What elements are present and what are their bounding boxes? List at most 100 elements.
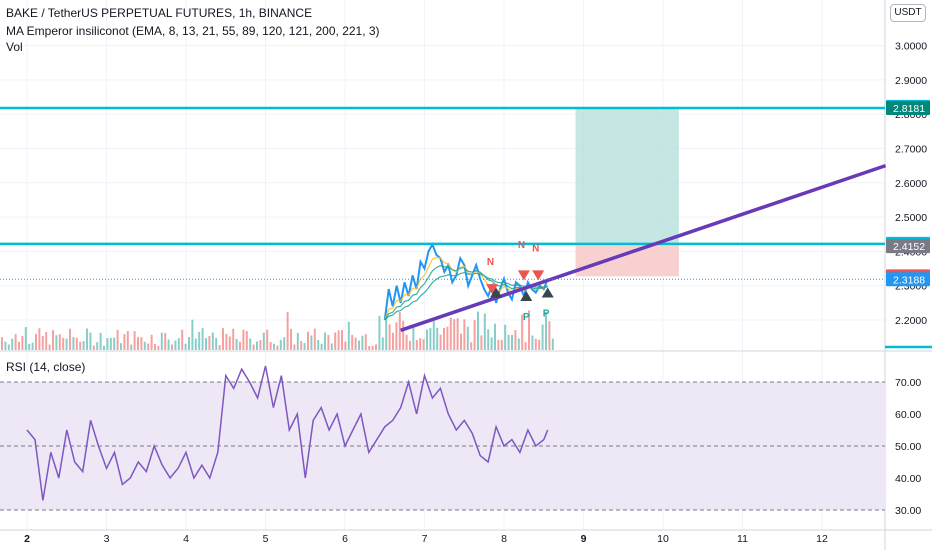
- volume-bar: [109, 337, 112, 350]
- price-tick-label: 2.2000: [895, 315, 927, 327]
- volume-legend[interactable]: Vol: [6, 40, 23, 54]
- signal-marker-p: P: [543, 309, 550, 320]
- rsi-axis[interactable]: 30.00 40.00 50.00 60.00 70.00: [895, 377, 921, 517]
- volume-bar: [405, 334, 408, 350]
- volume-bar: [477, 311, 479, 350]
- volume-bar: [194, 338, 197, 350]
- volume-bar: [218, 345, 221, 350]
- volume-bar: [422, 339, 425, 350]
- signal-markers: NN NP P: [486, 240, 554, 323]
- volume-bar: [123, 334, 126, 350]
- volume-bar: [409, 340, 411, 350]
- volume-bar: [140, 337, 143, 350]
- volume-bar: [317, 339, 320, 350]
- volume-bar: [361, 335, 364, 350]
- rsi-tick-label: 60.00: [895, 409, 921, 421]
- volume-bar: [4, 341, 7, 350]
- volume-bar: [245, 331, 248, 350]
- volume-bar: [313, 328, 316, 350]
- volume-bar: [470, 342, 473, 350]
- signal-marker-n: N: [532, 243, 539, 254]
- time-tick-label: 12: [816, 533, 828, 545]
- time-axis[interactable]: 2 3 4 5 6 7 8 9 10 11 12: [24, 533, 828, 545]
- price-tag-label: 2.3188: [893, 274, 925, 286]
- volume-bar: [58, 334, 61, 350]
- volume-bar: [347, 321, 350, 350]
- price-tick-label: 2.5000: [895, 212, 927, 224]
- volume-bar: [31, 342, 34, 350]
- volume-bar: [154, 344, 156, 350]
- price-tick-label: 3.0000: [895, 41, 927, 53]
- volume-bar: [208, 336, 211, 350]
- volume-bar: [415, 339, 418, 350]
- currency-button[interactable]: USDT: [890, 4, 926, 22]
- volume-bar: [228, 336, 231, 350]
- buy-triangle: [520, 290, 533, 301]
- sell-triangle: [517, 270, 530, 281]
- level-lines[interactable]: [0, 106, 932, 349]
- time-tick-label: 3: [104, 533, 110, 545]
- sell-triangle: [486, 284, 499, 295]
- time-tick-label: 2: [24, 533, 30, 545]
- volume-bar: [385, 310, 388, 350]
- volume-bar: [259, 340, 262, 350]
- volume-bar: [392, 332, 394, 350]
- volume-bar: [181, 329, 184, 350]
- volume-bars: [1, 310, 554, 350]
- volume-bar: [130, 344, 133, 350]
- ema-line: [384, 271, 548, 321]
- volume-bar: [157, 345, 160, 350]
- volume-bar: [72, 337, 75, 350]
- rsi-legend[interactable]: RSI (14, close): [6, 360, 86, 374]
- volume-bar: [191, 319, 194, 350]
- price-tick-label: 2.7000: [895, 144, 927, 156]
- price-tag-label: 2.4152: [893, 241, 925, 253]
- position-zones[interactable]: [575, 107, 679, 277]
- volume-bar: [511, 335, 513, 350]
- volume-bar: [7, 344, 10, 350]
- volume-bar: [439, 334, 442, 350]
- volume-bar: [96, 342, 99, 350]
- volume-bar: [18, 341, 20, 350]
- volume-bar: [446, 326, 449, 350]
- volume-bar: [453, 319, 456, 350]
- signal-marker-n: N: [518, 240, 525, 251]
- volume-bar: [504, 324, 507, 350]
- volume-bar: [24, 327, 27, 350]
- volume-bar: [507, 334, 510, 350]
- volume-bar: [381, 337, 384, 350]
- volume-bar: [269, 341, 272, 350]
- volume-bar: [337, 330, 340, 350]
- volume-bar: [368, 345, 371, 350]
- price-tag: [886, 100, 930, 115]
- volume-bar: [198, 331, 201, 350]
- volume-bar: [167, 339, 170, 350]
- volume-bar: [494, 323, 496, 350]
- rsi-tick-label: 30.00: [895, 505, 921, 517]
- volume-bar: [52, 330, 54, 350]
- volume-bar: [126, 331, 129, 350]
- volume-bar: [249, 338, 252, 350]
- volume-bar: [541, 324, 544, 350]
- volume-bar: [551, 338, 554, 350]
- volume-bar: [177, 338, 180, 350]
- volume-bar: [351, 334, 354, 350]
- price-tag-label: 2.8181: [893, 103, 925, 115]
- volume-bar: [14, 334, 17, 350]
- volume-bar: [113, 337, 116, 350]
- volume-bar: [375, 344, 377, 350]
- volume-bar: [412, 325, 415, 350]
- indicator-legend[interactable]: MA Emperor insiliconot (EMA, 8, 13, 21, …: [6, 24, 380, 38]
- rsi-tick-label: 50.00: [895, 441, 921, 453]
- volume-bar: [75, 337, 78, 350]
- volume-bar: [330, 343, 333, 350]
- volume-bar: [35, 333, 37, 350]
- volume-bar: [215, 338, 218, 350]
- volume-bar: [137, 337, 139, 350]
- volume-bar: [133, 331, 136, 350]
- time-tick-label: 8: [501, 533, 507, 545]
- volume-bar: [300, 341, 303, 350]
- rsi-tick-label: 40.00: [895, 473, 921, 485]
- volume-bar: [45, 332, 48, 350]
